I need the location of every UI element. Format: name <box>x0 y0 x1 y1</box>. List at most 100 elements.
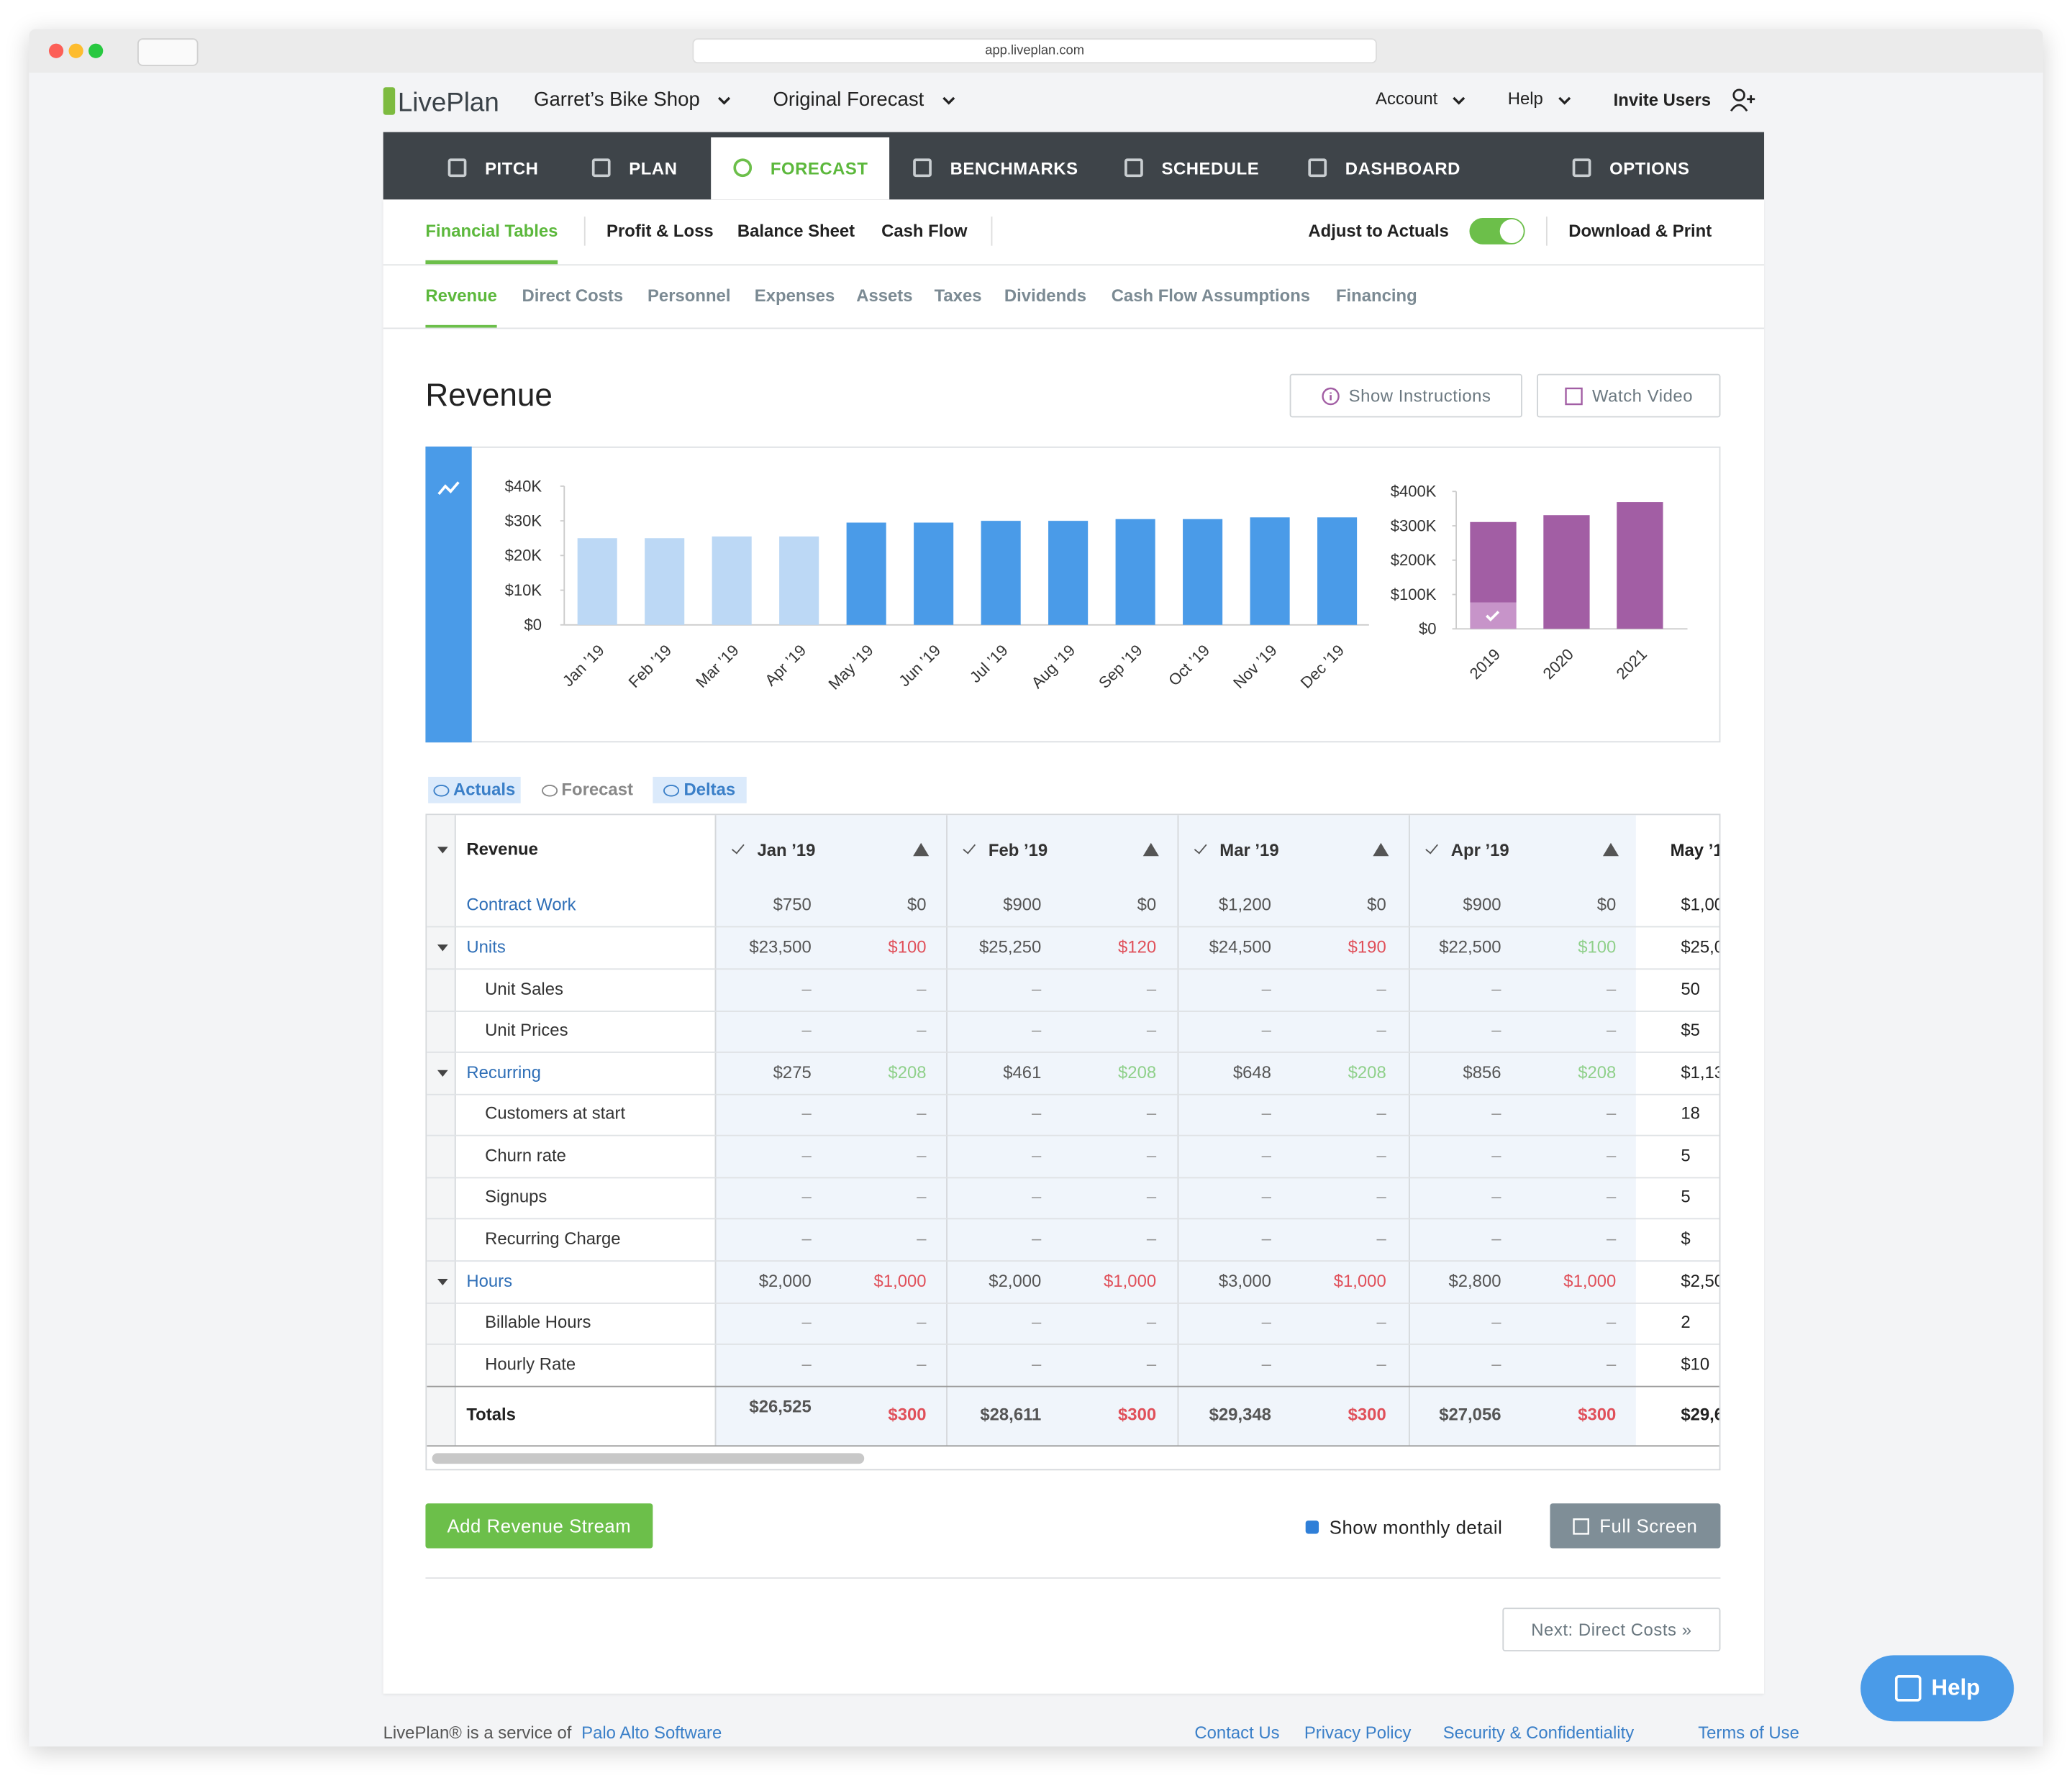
footer-link[interactable]: Privacy Policy <box>1304 1723 1412 1743</box>
delta-cell: – <box>1607 1019 1617 1040</box>
revenue-table: Revenue Jan ’19 Feb ’19 Mar ’19 Apr ’19 May ’… <box>425 813 1721 1471</box>
sub-tab[interactable]: Financial Tables <box>425 220 558 241</box>
url-bar[interactable]: app.liveplan.com <box>692 38 1377 64</box>
adjust-toggle[interactable] <box>1469 218 1525 245</box>
row-line <box>427 1052 1719 1053</box>
chart-strip <box>425 446 472 743</box>
expand-caret[interactable] <box>437 1278 448 1286</box>
delta-cell: – <box>917 1145 927 1165</box>
section-tab[interactable]: Cash Flow Assumptions <box>1111 285 1311 306</box>
section-tab[interactable]: Assets <box>856 285 913 306</box>
bar <box>846 522 886 625</box>
row-label[interactable]: Hours <box>466 1270 513 1291</box>
delta-cell: – <box>917 1311 927 1332</box>
sub-tab[interactable]: Balance Sheet <box>737 220 855 241</box>
add-revenue-stream[interactable]: Add Revenue Stream <box>425 1503 653 1549</box>
delta-cell: $120 <box>1118 936 1157 957</box>
company-menu[interactable]: Garret’s Bike Shop <box>534 88 700 111</box>
help-menu[interactable]: Help <box>1507 88 1543 109</box>
section-tab[interactable]: Revenue <box>425 285 497 306</box>
expand-caret[interactable] <box>437 1070 448 1077</box>
logo[interactable]: LivePlan <box>397 88 499 118</box>
nav-item[interactable]: BENCHMARKS <box>950 158 1078 178</box>
zoom-dot[interactable] <box>88 43 104 58</box>
row-label[interactable]: Recurring <box>466 1062 541 1082</box>
delta-cell: – <box>1146 1019 1157 1040</box>
section-tab[interactable]: Expenses <box>754 285 835 306</box>
row-label[interactable]: Contract Work <box>466 894 576 915</box>
y-tick-label: $300K <box>1391 516 1437 534</box>
value-cell: – <box>1491 1311 1501 1332</box>
delta-cell: $190 <box>1348 936 1386 957</box>
section-tab[interactable]: Direct Costs <box>522 285 624 306</box>
expand-caret[interactable] <box>437 847 448 854</box>
nav-icon <box>1124 158 1143 178</box>
footer-service: LivePlan® is a service of <box>383 1723 572 1743</box>
help-float[interactable]: Help <box>1860 1655 2014 1722</box>
delta-cell: – <box>1376 1228 1386 1249</box>
account-menu[interactable]: Account <box>1376 88 1438 109</box>
section-tab[interactable]: Dividends <box>1004 285 1087 306</box>
sub-tab[interactable]: Profit & Loss <box>606 220 714 241</box>
nav-item[interactable]: SCHEDULE <box>1161 158 1260 178</box>
monthly-checkbox[interactable] <box>1305 1521 1319 1534</box>
separator <box>1545 216 1548 246</box>
y-tick-label: $400K <box>1391 483 1437 501</box>
delta-cell: $208 <box>1348 1062 1386 1082</box>
view-toggle[interactable]: Deltas <box>653 777 747 803</box>
y-tick-label: $0 <box>1419 620 1437 638</box>
section-tab[interactable]: Personnel <box>648 285 731 306</box>
watch-video[interactable]: Watch Video <box>1537 373 1721 418</box>
section-tab[interactable]: Taxes <box>934 285 982 306</box>
nav-item[interactable]: FORECAST <box>770 158 868 178</box>
view-toggle[interactable]: Actuals <box>428 777 521 803</box>
delta-cell: $0 <box>906 894 927 915</box>
month-column <box>1177 815 1410 1446</box>
download-print[interactable]: Download & Print <box>1568 220 1712 241</box>
invite-users[interactable]: Invite Users <box>1613 89 1712 110</box>
row-label[interactable]: Units <box>466 936 506 957</box>
show-instructions[interactable]: Show Instructions <box>1289 373 1522 418</box>
forecast-menu[interactable]: Original Forecast <box>773 88 924 111</box>
eye-icon <box>433 784 450 796</box>
nav-item[interactable]: DASHBOARD <box>1345 158 1460 178</box>
adjust-label: Adjust to Actuals <box>1308 220 1449 241</box>
view-toggle[interactable]: Forecast <box>539 777 635 803</box>
expand-caret[interactable] <box>437 944 448 952</box>
next-button[interactable]: Next: Direct Costs » <box>1502 1608 1721 1651</box>
value-cell: – <box>1261 1354 1271 1374</box>
value-cell: $27,056 <box>1439 1404 1501 1424</box>
charts: $0 $10K $20K $30K $40K Jan ’19 Feb ’19 Mar ’19 A… <box>505 477 1688 693</box>
month-column <box>714 815 948 1446</box>
row-label: Billable Hours <box>485 1311 591 1332</box>
value-cell: – <box>801 1145 812 1165</box>
footer-link[interactable]: Terms of Use <box>1698 1723 1799 1743</box>
delta-cell: – <box>917 1103 927 1123</box>
footer-link[interactable]: Security & Confidentiality <box>1442 1723 1635 1743</box>
help-icon <box>1894 1674 1921 1702</box>
row-label: Customers at start <box>485 1103 626 1123</box>
delta-cell: – <box>1607 1186 1617 1206</box>
nav-item[interactable]: OPTIONS <box>1609 158 1690 178</box>
nav-item[interactable]: PLAN <box>629 158 678 178</box>
bar-segment <box>1543 515 1590 629</box>
section-tab[interactable]: Financing <box>1335 285 1417 306</box>
close-dot[interactable] <box>48 43 64 58</box>
back-button[interactable] <box>137 38 199 66</box>
nav-icon <box>733 158 753 178</box>
cell: $2,50 <box>1681 1270 1721 1291</box>
x-tick-label: 2019 <box>1466 645 1504 683</box>
sub-tab[interactable]: Cash Flow <box>881 220 968 241</box>
footer-link[interactable]: Contact Us <box>1194 1723 1280 1743</box>
month-header: Apr ’19 <box>1450 840 1509 860</box>
month-column <box>1408 815 1636 1446</box>
caret-icons <box>718 88 1755 112</box>
footer-company[interactable]: Palo Alto Software <box>581 1723 722 1743</box>
minimize-dot[interactable] <box>68 43 83 58</box>
value-cell: – <box>1261 1311 1271 1332</box>
nav-item[interactable]: PITCH <box>485 158 539 178</box>
value-cell: $2,000 <box>989 1270 1042 1291</box>
full-screen[interactable]: Full Screen <box>1550 1503 1721 1549</box>
scroll-thumb[interactable] <box>432 1453 865 1464</box>
